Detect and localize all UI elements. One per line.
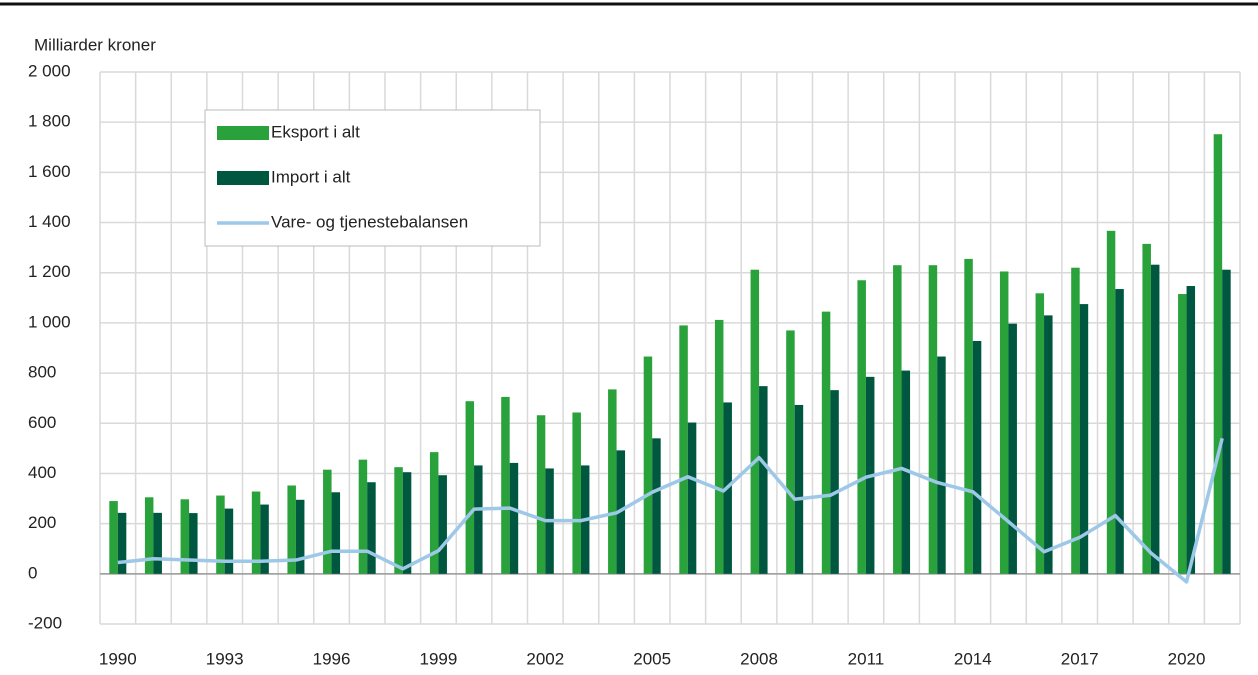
bar [189,513,198,574]
bar [1186,286,1196,574]
bar [501,396,510,574]
y-axis-label: Milliarder kroner [34,35,156,54]
bar [830,390,839,574]
legend-swatch [217,171,269,185]
bar [687,422,697,574]
bar [750,269,760,574]
x-tick-label: 2011 [848,649,885,668]
bar [1178,294,1187,574]
bar [474,465,483,574]
x-tick-label: 2008 [740,649,778,668]
bar [893,265,902,574]
y-tick-label: 400 [28,463,56,482]
legend-label: Vare- og tjenestebalansen [271,212,468,231]
bar [652,438,661,574]
bar [287,485,296,574]
x-tick-label: 2017 [1061,649,1099,668]
bar [117,512,127,574]
bar [429,452,439,574]
bar [509,462,519,574]
bar [1106,230,1116,574]
bar [714,319,724,574]
bar [1222,269,1231,574]
y-tick-label: 1 600 [28,162,71,181]
bar [358,459,368,574]
bar [901,370,911,574]
bar [224,508,234,574]
bar [1150,264,1160,574]
bar [1079,304,1089,574]
bar [109,501,118,574]
x-tick-label: 1999 [420,649,458,668]
bar [1142,243,1151,574]
bar [1115,289,1124,574]
y-tick-label: 1 200 [28,262,71,281]
bar [1044,315,1053,574]
bar [367,482,376,574]
bar [465,401,475,574]
bar [964,258,973,574]
x-tick-label: 2020 [1168,649,1206,668]
bar [153,512,162,574]
bar [786,330,795,574]
bar [251,491,261,574]
bar [857,280,866,574]
line [117,437,1224,584]
y-tick-label: 2 000 [28,61,71,80]
legend-swatch [217,126,269,140]
bar [759,386,768,574]
y-tick-label: 200 [28,513,56,532]
bar [295,499,305,574]
x-tick-label: 2014 [954,649,992,668]
bar [402,472,412,574]
y-tick-label: 800 [28,363,56,382]
bar [972,340,982,574]
bar [643,356,653,574]
bar [608,389,617,574]
bar [394,467,403,574]
y-tick-label: 1 000 [28,312,71,331]
bar [331,492,341,574]
legend-label: Import i alt [271,167,351,186]
y-tick-label: -200 [28,613,62,632]
bar [821,311,831,574]
bar [928,265,938,574]
bar [216,495,225,574]
bar [180,499,190,574]
bar [536,415,546,574]
bar [679,325,688,574]
bar [1071,267,1080,574]
bar [260,504,269,574]
bar [572,412,581,574]
y-tick-label: 1 400 [28,212,71,231]
x-tick-label: 2002 [526,649,564,668]
x-tick-label: 2005 [633,649,671,668]
bar [1213,134,1223,574]
bar [1008,323,1017,574]
bar [794,404,804,574]
bar [937,356,946,574]
x-tick-label: 1990 [99,649,137,668]
bar [999,271,1009,574]
bar [323,469,332,574]
bar [144,497,154,574]
legend-label: Eksport i alt [271,122,360,141]
x-tick-label: 1996 [313,649,351,668]
bar [1035,293,1045,574]
y-tick-label: 600 [28,413,56,432]
y-tick-label: 0 [28,563,37,582]
x-tick-label: 1993 [206,649,244,668]
y-tick-label: 1 800 [28,112,71,131]
bar [438,475,447,574]
